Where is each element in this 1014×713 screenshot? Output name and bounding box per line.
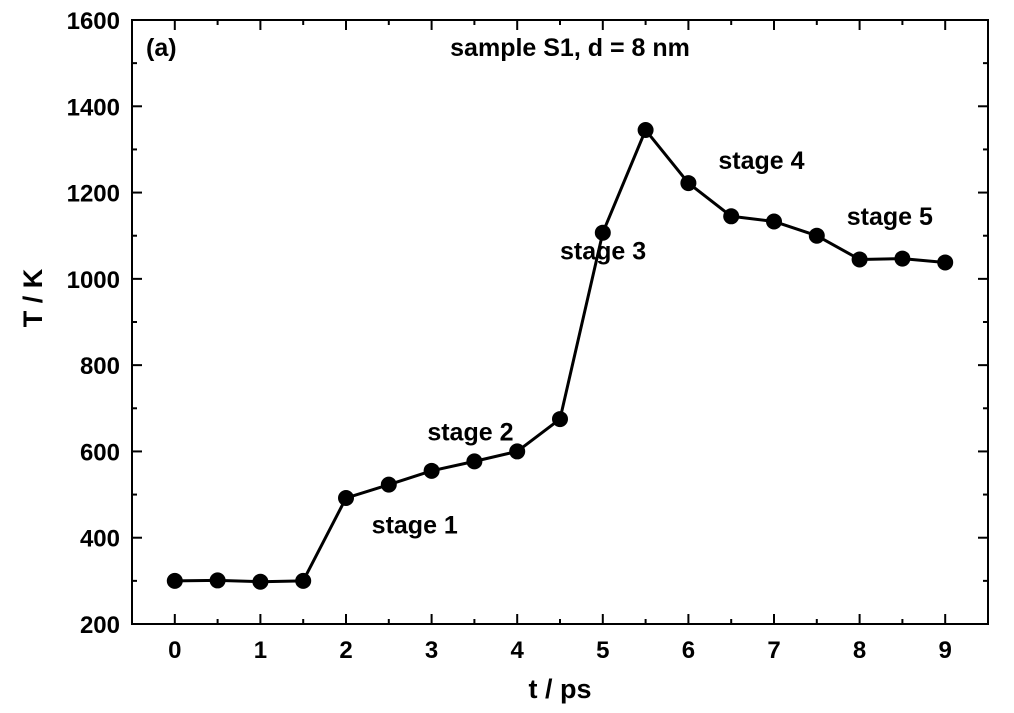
data-points <box>166 122 954 590</box>
x-tick-label: 0 <box>168 637 181 664</box>
plot-frame <box>131 19 989 625</box>
data-point <box>937 254 954 271</box>
chart-title: sample S1, d = 8 nm <box>450 34 690 62</box>
y-tick-label: 1400 <box>67 94 120 121</box>
data-point <box>808 227 825 244</box>
data-point <box>166 572 183 589</box>
axis-ticks <box>131 19 989 625</box>
data-point <box>766 213 782 230</box>
data-point <box>338 490 354 507</box>
x-tick-label: 6 <box>682 637 695 664</box>
x-tick-label: 8 <box>853 637 866 664</box>
x-tick-label: 2 <box>339 637 352 664</box>
x-tick-label: 1 <box>254 637 267 664</box>
data-point <box>894 250 911 267</box>
stage-label: stage 3 <box>560 237 646 265</box>
x-tick-label: 9 <box>939 637 952 664</box>
y-tick-label: 600 <box>80 439 120 466</box>
data-point <box>252 573 269 590</box>
data-point <box>851 251 868 268</box>
stage-annotations: stage 1 stage 2 stage 3 stage 4 stage 5 <box>372 147 933 540</box>
data-point <box>637 122 654 139</box>
stage-label: stage 5 <box>847 203 933 231</box>
data-point <box>466 453 483 470</box>
y-tick-label: 800 <box>80 353 120 380</box>
y-tick-label: 1600 <box>67 8 120 35</box>
x-tick-label: 7 <box>767 637 780 664</box>
data-point <box>423 462 440 479</box>
y-axis-title: T / K <box>18 268 48 327</box>
panel-label: (a) <box>146 34 177 62</box>
data-point <box>509 443 526 460</box>
stage-label: stage 2 <box>427 419 513 447</box>
y-tick-label: 200 <box>80 612 120 639</box>
tick-labels: 0 1 2 3 4 5 6 7 8 9 200 400 600 800 1000 1200 1400 1600 <box>67 8 952 664</box>
stage-label: stage 4 <box>718 147 804 175</box>
data-point <box>295 572 312 589</box>
series-line <box>174 128 946 584</box>
x-axis-title: t / ps <box>528 674 591 704</box>
data-point <box>594 224 611 241</box>
x-tick-label: 4 <box>511 637 525 664</box>
y-tick-label: 1000 <box>67 267 120 294</box>
data-point <box>209 572 226 589</box>
data-point <box>380 476 397 493</box>
x-tick-label: 5 <box>596 637 609 664</box>
y-tick-label: 1200 <box>67 181 120 208</box>
x-tick-label: 3 <box>425 637 438 664</box>
data-point <box>723 208 740 225</box>
data-point <box>680 175 697 192</box>
stage-label: stage 1 <box>372 511 458 539</box>
y-tick-label: 400 <box>80 526 120 553</box>
data-point <box>552 411 568 428</box>
